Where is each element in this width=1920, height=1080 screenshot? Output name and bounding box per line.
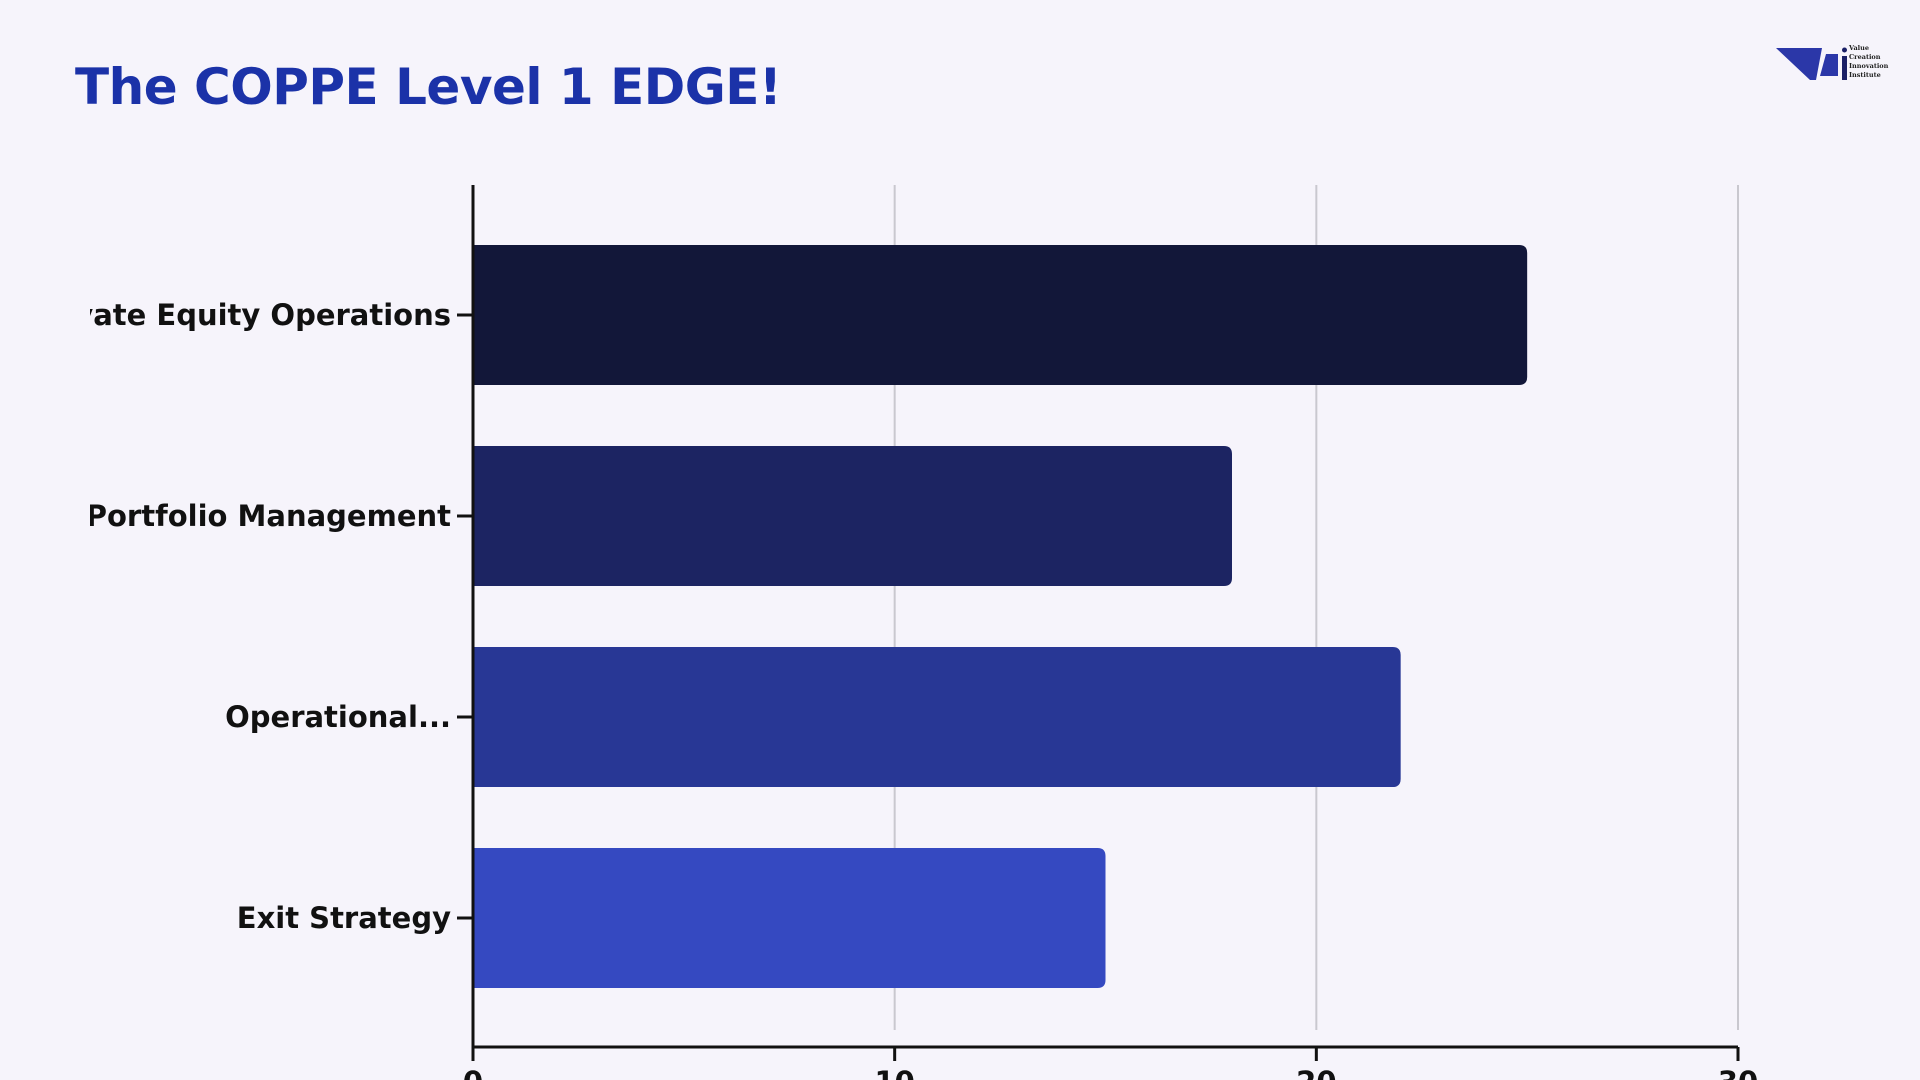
category-label: Exit Strategy [237,901,451,935]
x-tick-label: 10 [874,1065,914,1080]
x-tick-label: 20 [1296,1065,1336,1080]
x-tick-label: 0 [463,1065,483,1080]
bar [473,647,1401,787]
category-label: Operational... [225,700,451,734]
page-title: The COPPE Level 1 EDGE! [75,58,782,116]
logo-text: Value Creation Innovation Institute [1849,44,1888,80]
logo-line: Innovation [1849,62,1889,70]
axes: 0 10 20 30 [457,185,1758,1080]
bar [473,446,1232,586]
logo-icon [1776,47,1847,80]
logo-line: Creation [1849,53,1881,61]
bars [473,245,1528,988]
bar [473,245,1528,385]
x-tick-label: 30 [1718,1065,1758,1080]
category-label: Portfolio Management [86,499,451,533]
bar [473,848,1106,988]
logo-line: Value [1849,44,1869,52]
category-label: Private Equity Operations [29,298,451,332]
logo-line: Institute [1849,71,1881,79]
category-labels: Private Equity Operations Portfolio Manag… [29,298,451,935]
